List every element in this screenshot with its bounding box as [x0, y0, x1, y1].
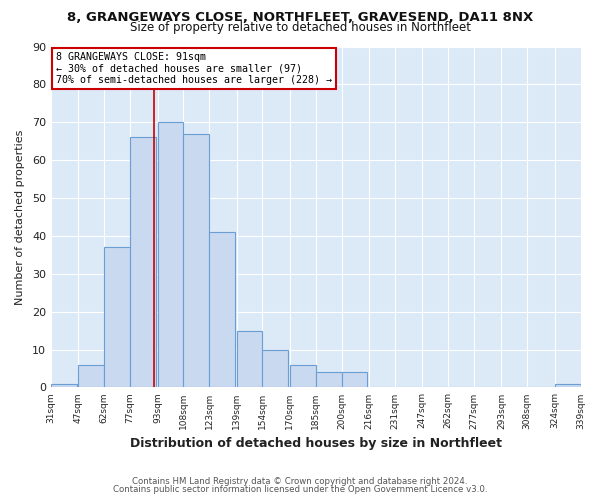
Bar — [184, 134, 209, 388]
Bar — [316, 372, 341, 388]
Bar — [555, 384, 581, 388]
Bar — [158, 122, 184, 388]
Text: Size of property relative to detached houses in Northfleet: Size of property relative to detached ho… — [130, 22, 470, 35]
Bar — [51, 384, 77, 388]
Bar — [290, 364, 316, 388]
Bar — [341, 372, 367, 388]
Text: 8 GRANGEWAYS CLOSE: 91sqm
← 30% of detached houses are smaller (97)
70% of semi-: 8 GRANGEWAYS CLOSE: 91sqm ← 30% of detac… — [56, 52, 332, 85]
Bar — [104, 248, 130, 388]
Bar — [262, 350, 288, 388]
Text: 8, GRANGEWAYS CLOSE, NORTHFLEET, GRAVESEND, DA11 8NX: 8, GRANGEWAYS CLOSE, NORTHFLEET, GRAVESE… — [67, 11, 533, 24]
Text: Contains HM Land Registry data © Crown copyright and database right 2024.: Contains HM Land Registry data © Crown c… — [132, 477, 468, 486]
Y-axis label: Number of detached properties: Number of detached properties — [15, 130, 25, 304]
Bar — [209, 232, 235, 388]
Bar — [236, 330, 262, 388]
Bar — [79, 364, 104, 388]
Text: Contains public sector information licensed under the Open Government Licence v3: Contains public sector information licen… — [113, 485, 487, 494]
Bar — [130, 138, 156, 388]
X-axis label: Distribution of detached houses by size in Northfleet: Distribution of detached houses by size … — [130, 437, 502, 450]
